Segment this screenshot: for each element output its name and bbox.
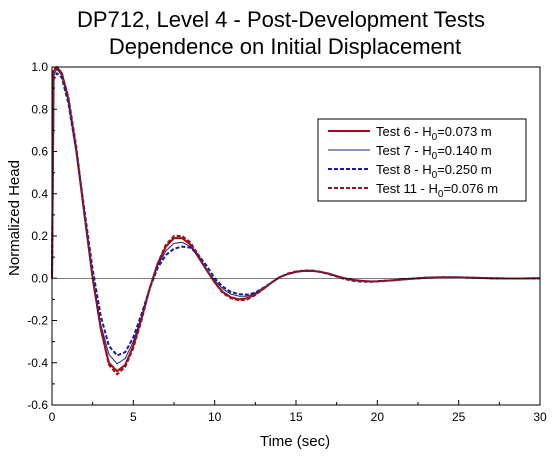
y-tick-label: 0.8: [31, 102, 48, 116]
y-tick-label: -0.4: [27, 356, 48, 370]
x-tick-label: 30: [533, 410, 547, 424]
x-tick-label: 10: [208, 410, 222, 424]
legend-label-4: Test 11 - H0=0.076 m: [376, 181, 498, 200]
series-layer: [51, 66, 541, 376]
y-tick-label: -0.6: [27, 398, 48, 412]
y-tick-label: 1.0: [31, 60, 48, 74]
series-line-4: [51, 66, 541, 376]
y-axis-label: Normalized Head: [6, 160, 23, 276]
legend-label-3: Test 8 - H0=0.250 m: [376, 162, 492, 181]
x-tick-label: 15: [289, 410, 303, 424]
x-axis-label: Time (sec): [260, 433, 330, 450]
x-tick-label: 0: [49, 410, 56, 424]
axes-layer: 0 5 10 15 20 25 30 -0.6 -0.4 -0.2 0.0 0.2 0.4 0.6 0.8 1…: [27, 60, 547, 424]
x-tick-label: 20: [371, 410, 385, 424]
y-tick-label: 0.4: [31, 187, 48, 201]
series-line-2: [51, 68, 541, 365]
legend-label-2: Test 7 - H0=0.140 m: [376, 143, 492, 162]
y-tick-label: 0.6: [31, 145, 48, 159]
y-tick-label: -0.2: [27, 314, 48, 328]
y-tick-label: 0.0: [31, 271, 48, 285]
y-tick-label: 0.2: [31, 229, 48, 243]
x-tick-label: 25: [452, 410, 466, 424]
chart-title-line-1: DP712, Level 4 - Post-Development Tests: [77, 7, 485, 32]
legend-label-1: Test 6 - H0=0.073 m: [376, 124, 492, 143]
chart-title-line-2: Dependence on Initial Displacement: [109, 34, 461, 59]
series-line-1: [51, 66, 541, 373]
plot-frame: [51, 66, 541, 406]
x-tick-label: 5: [130, 410, 137, 424]
series-line-3: [51, 72, 541, 357]
